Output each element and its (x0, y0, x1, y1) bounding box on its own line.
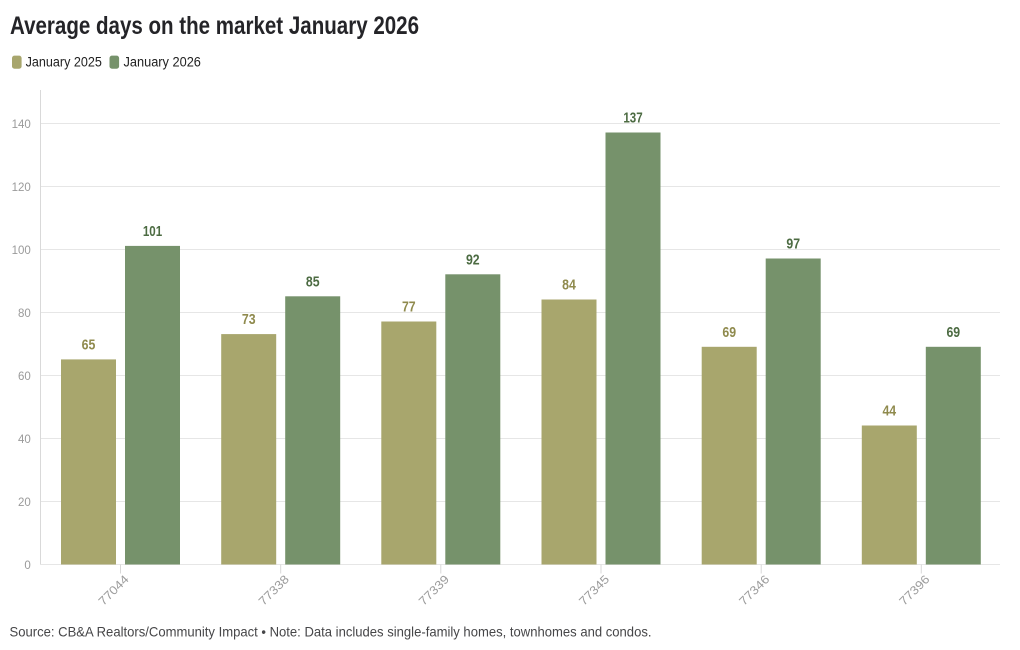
svg-text:69: 69 (946, 324, 960, 341)
svg-text:60: 60 (18, 371, 31, 383)
svg-text:Source: CB&A Realtors/Communit: Source: CB&A Realtors/Community Impact •… (10, 624, 652, 640)
svg-text:73: 73 (242, 311, 256, 328)
svg-text:137: 137 (623, 110, 642, 127)
svg-text:100: 100 (12, 245, 31, 257)
svg-text:77346: 77346 (736, 572, 772, 608)
svg-text:69: 69 (722, 324, 736, 341)
svg-text:97: 97 (786, 236, 800, 253)
svg-text:120: 120 (12, 182, 31, 194)
svg-text:77339: 77339 (416, 572, 452, 608)
svg-text:92: 92 (466, 251, 480, 268)
svg-text:Average days on the market Jan: Average days on the market January 2026 (10, 12, 419, 40)
svg-text:44: 44 (882, 403, 896, 420)
svg-text:20: 20 (18, 497, 31, 509)
svg-text:77: 77 (402, 299, 416, 316)
svg-text:80: 80 (18, 308, 31, 320)
svg-text:140: 140 (12, 119, 31, 131)
svg-text:January 2025: January 2025 (26, 54, 102, 69)
svg-text:84: 84 (562, 277, 576, 294)
svg-text:40: 40 (18, 434, 31, 446)
svg-text:77396: 77396 (896, 572, 932, 608)
svg-text:0: 0 (24, 560, 30, 572)
svg-text:101: 101 (143, 223, 162, 240)
svg-text:January 2026: January 2026 (124, 54, 201, 69)
svg-text:77338: 77338 (256, 572, 292, 608)
svg-text:85: 85 (306, 273, 320, 290)
svg-text:77044: 77044 (96, 572, 132, 608)
svg-text:65: 65 (82, 336, 96, 353)
svg-text:77345: 77345 (576, 572, 612, 608)
